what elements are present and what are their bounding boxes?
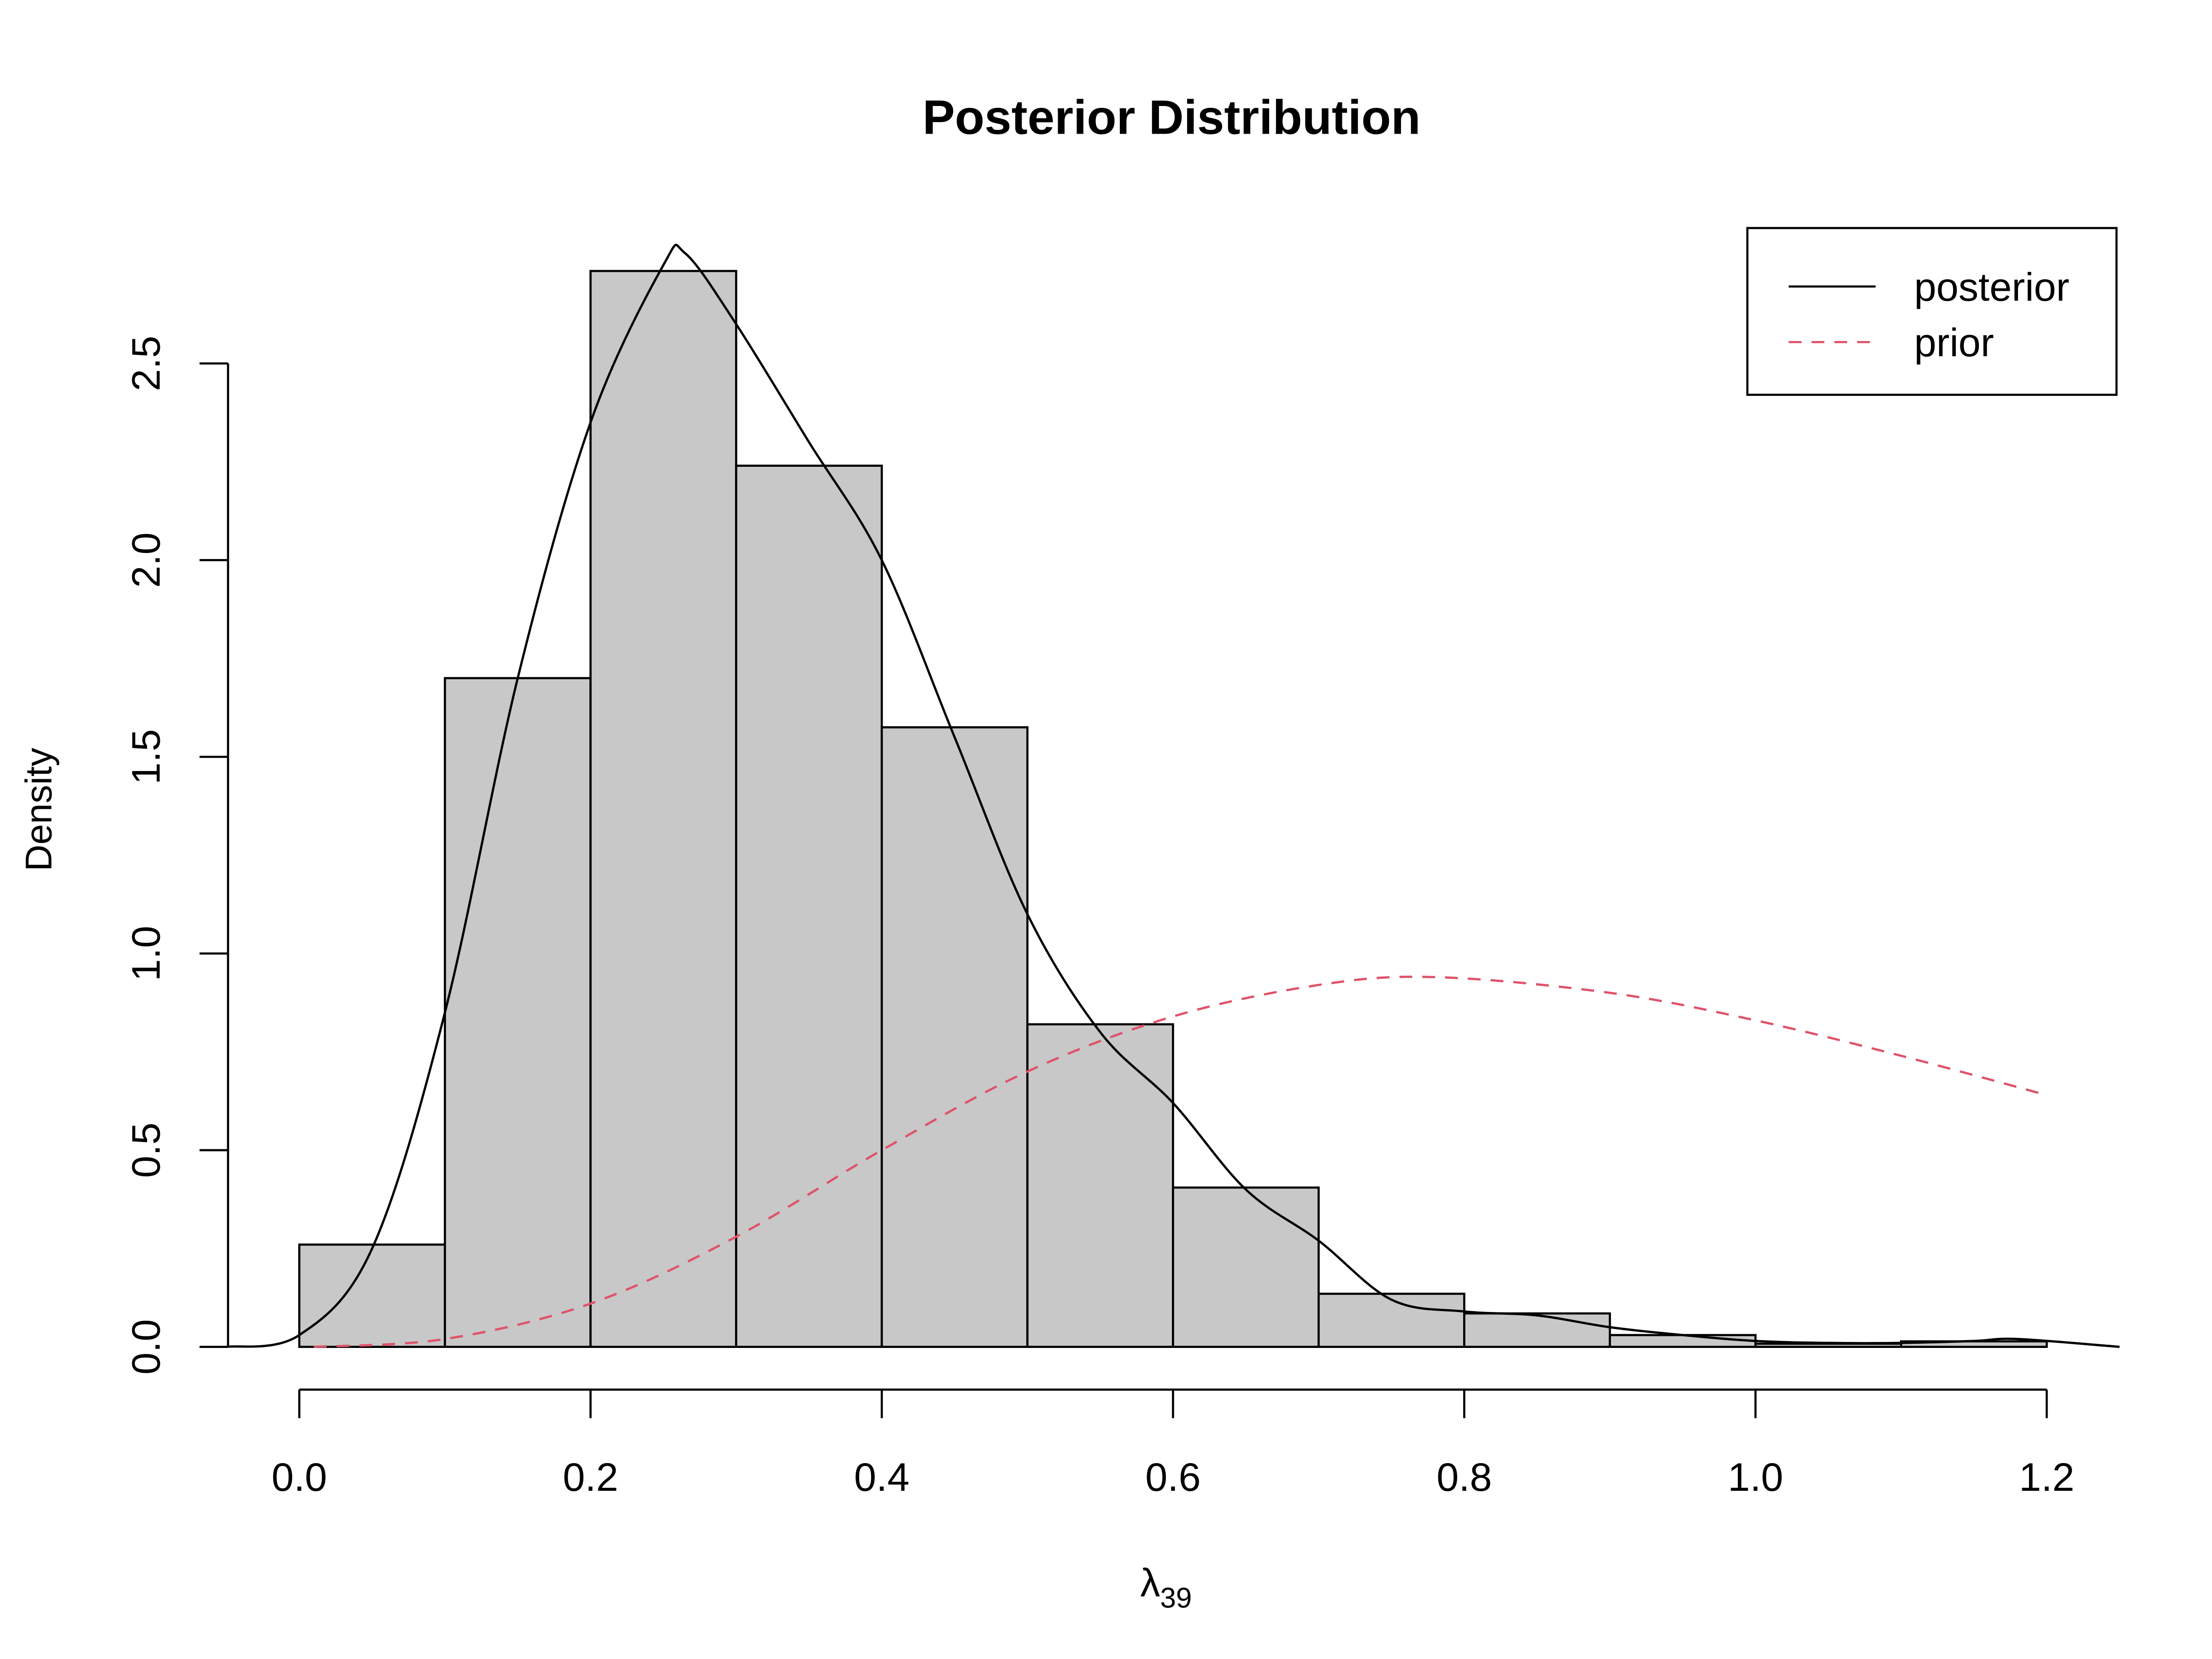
x-tick-label: 0.6 <box>1145 1455 1200 1500</box>
prior-curve <box>313 976 2047 1348</box>
y-tick-label: 2.0 <box>124 532 168 588</box>
histogram-bar <box>1318 1293 1465 1348</box>
x-tick-label: 1.2 <box>2019 1455 2074 1500</box>
histogram-bar <box>735 465 883 1348</box>
chart-title: Posterior Distribution <box>923 91 1421 145</box>
legend: posterior prior <box>1746 227 2118 396</box>
y-tick-label: 2.5 <box>124 335 168 391</box>
x-tick-label: 0.4 <box>854 1455 909 1500</box>
x-tick-label: 0.8 <box>1436 1455 1492 1500</box>
histogram-bar <box>1026 1023 1174 1348</box>
y-tick-label: 0.5 <box>124 1123 168 1178</box>
density-curves <box>226 244 2120 1348</box>
y-tick-label: 1.5 <box>124 729 168 784</box>
posterior-curve <box>226 244 2120 1348</box>
y-tick-label: 1.0 <box>124 926 168 981</box>
histogram-bar <box>1172 1186 1320 1348</box>
histogram-bars <box>298 270 2048 1348</box>
x-axis-label-subscript: 39 <box>1160 1583 1192 1614</box>
legend-posterior-label: posterior <box>1914 265 2070 310</box>
histogram-bar <box>444 677 592 1348</box>
histogram-bar <box>589 270 737 1348</box>
legend-box <box>1746 227 2118 396</box>
y-axis-label: Density <box>18 747 59 871</box>
y-tick-label: 0.0 <box>124 1319 168 1375</box>
histogram-bar <box>881 726 1029 1348</box>
histogram-bar <box>1463 1312 1611 1348</box>
histogram-bar <box>298 1243 446 1348</box>
y-axis: 0.0 0.5 1.0 1.5 2.0 2.5 <box>124 335 229 1375</box>
x-tick-label: 0.2 <box>563 1455 618 1500</box>
x-axis-label-symbol: λ <box>1140 1561 1160 1605</box>
x-tick-label: 0.0 <box>271 1455 327 1500</box>
x-axis: 0.0 0.2 0.4 0.6 0.8 1.0 1.2 <box>271 1388 2075 1500</box>
legend-prior-label: prior <box>1914 321 1994 365</box>
x-axis-label: λ39 <box>1140 1561 1192 1614</box>
histogram-bar <box>1609 1334 1757 1348</box>
x-tick-label: 1.0 <box>1728 1455 1783 1500</box>
